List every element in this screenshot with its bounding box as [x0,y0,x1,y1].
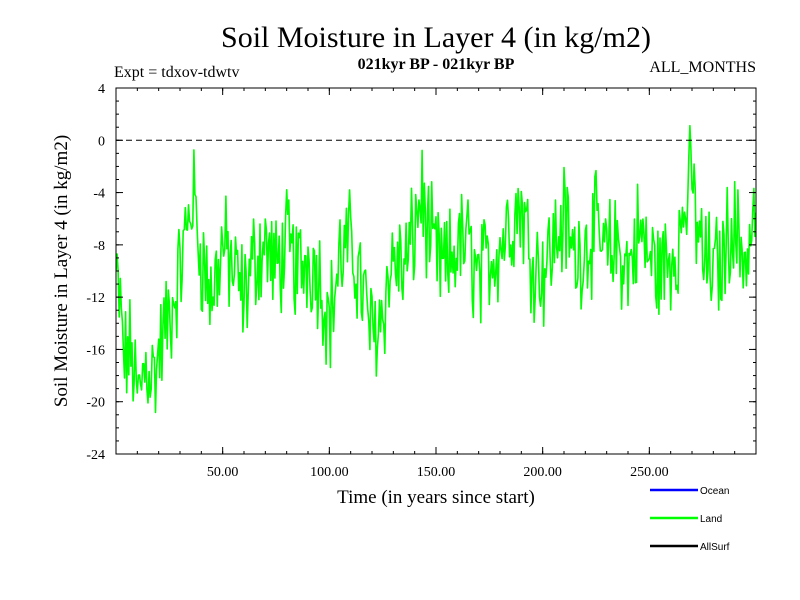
series-line-land [116,124,756,414]
y-tick-label: -4 [93,187,105,202]
y-tick-label: -20 [86,396,105,411]
x-tick-label: 150.00 [417,465,456,480]
legend-label-ocean: Ocean [700,486,729,497]
legend-label-allsurf: AllSurf [700,542,730,553]
period-label: 021kyr BP - 021kyr BP [358,56,515,73]
y-tick-label: 4 [98,82,105,97]
legend-label-land: Land [700,514,722,525]
y-tick-label: -12 [86,291,105,306]
y-tick-label: 0 [98,134,105,149]
y-axis-label: Soil Moisture in Layer 4 (in kg/m2) [51,135,72,407]
y-tick-label: -24 [86,448,105,463]
x-axis-label: Time (in years since start) [337,487,535,508]
months-label: ALL_MONTHS [649,59,756,76]
x-tick-label: 250.00 [630,465,669,480]
x-tick-label: 100.00 [310,465,349,480]
y-tick-label: -8 [93,239,105,254]
x-tick-label: 50.00 [207,465,239,480]
y-tick-label: -16 [86,343,105,358]
experiment-label: Expt = tdxov-tdwtv [114,64,239,81]
chart-title: Soil Moisture in Layer 4 (in kg/m2) [221,21,651,54]
x-tick-label: 200.00 [523,465,562,480]
